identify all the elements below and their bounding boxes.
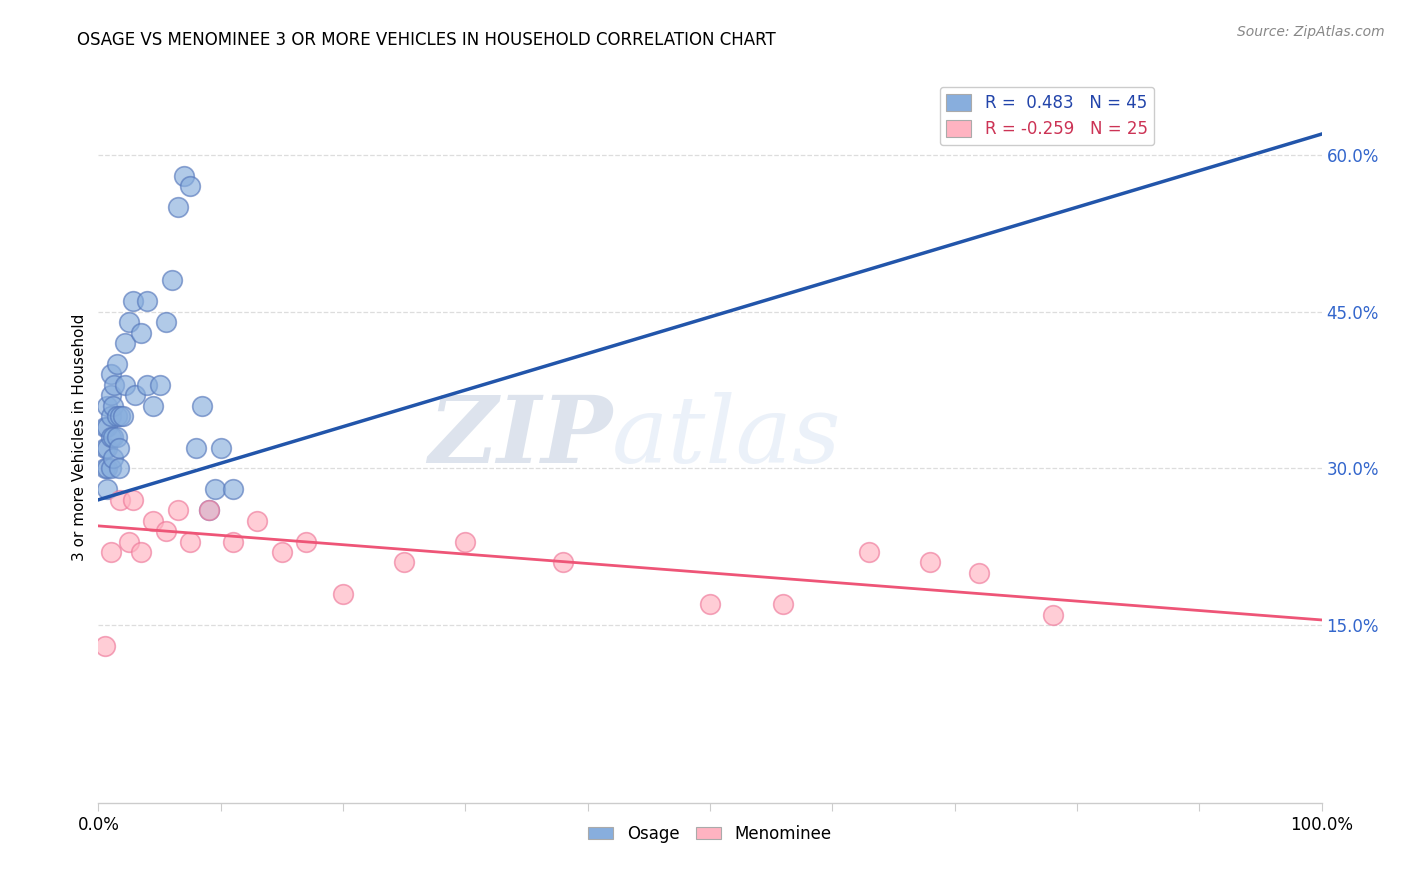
Y-axis label: 3 or more Vehicles in Household: 3 or more Vehicles in Household (72, 313, 87, 561)
Point (772, 597, 794, 611)
Point (129, 326, 152, 340)
Point (105, 357, 128, 371)
Point (149, 377, 172, 392)
Point (100, 430, 122, 444)
Point (93, 461, 115, 475)
Point (100, 368, 122, 382)
Point (96, 483, 118, 497)
Point (699, 597, 721, 611)
Point (96, 399, 118, 413)
Text: Source: ZipAtlas.com: Source: ZipAtlas.com (1237, 25, 1385, 39)
Point (222, 534, 245, 549)
Point (295, 534, 318, 549)
Point (1042, 607, 1064, 622)
Point (101, 430, 124, 444)
Point (246, 514, 269, 528)
Point (142, 514, 165, 528)
Point (179, 534, 201, 549)
Point (100, 409, 122, 424)
Point (155, 315, 177, 329)
Legend: Osage, Menominee: Osage, Menominee (582, 818, 838, 849)
Point (186, 441, 208, 455)
Point (191, 399, 214, 413)
Point (100, 461, 122, 475)
Point (553, 556, 575, 570)
Text: OSAGE VS MENOMINEE 3 OR MORE VEHICLES IN HOUSEHOLD CORRELATION CHART: OSAGE VS MENOMINEE 3 OR MORE VEHICLES IN… (77, 31, 776, 49)
Point (105, 430, 128, 444)
Point (222, 483, 245, 497)
Point (167, 200, 190, 214)
Point (121, 294, 143, 309)
Point (118, 534, 141, 549)
Point (100, 545, 122, 559)
Point (204, 483, 226, 497)
Point (167, 503, 190, 517)
Point (920, 556, 942, 570)
Point (93, 419, 115, 434)
Point (197, 503, 219, 517)
Point (858, 545, 880, 559)
Point (108, 441, 131, 455)
Text: atlas: atlas (612, 392, 842, 482)
Point (108, 461, 131, 475)
Point (114, 336, 136, 351)
Text: ZIP: ZIP (427, 392, 612, 482)
Point (121, 492, 143, 507)
Point (197, 503, 219, 517)
Point (136, 294, 159, 309)
Point (93, 639, 115, 653)
Point (160, 273, 183, 287)
Point (179, 179, 201, 194)
Point (209, 441, 232, 455)
Point (118, 315, 141, 329)
Point (105, 409, 128, 424)
Point (155, 524, 177, 538)
Point (967, 566, 990, 580)
Point (100, 388, 122, 402)
Point (111, 409, 134, 424)
Point (96, 419, 118, 434)
Point (93, 441, 115, 455)
Point (101, 399, 124, 413)
Point (101, 450, 124, 465)
Point (454, 534, 477, 549)
Point (332, 587, 354, 601)
Point (96, 441, 118, 455)
Point (110, 409, 132, 424)
Point (173, 169, 195, 183)
Point (142, 399, 165, 413)
Point (136, 377, 159, 392)
Point (129, 545, 152, 559)
Point (114, 377, 136, 392)
Point (110, 492, 132, 507)
Point (124, 388, 146, 402)
Point (392, 556, 416, 570)
Point (96, 461, 118, 475)
Point (270, 545, 294, 559)
Point (103, 377, 125, 392)
